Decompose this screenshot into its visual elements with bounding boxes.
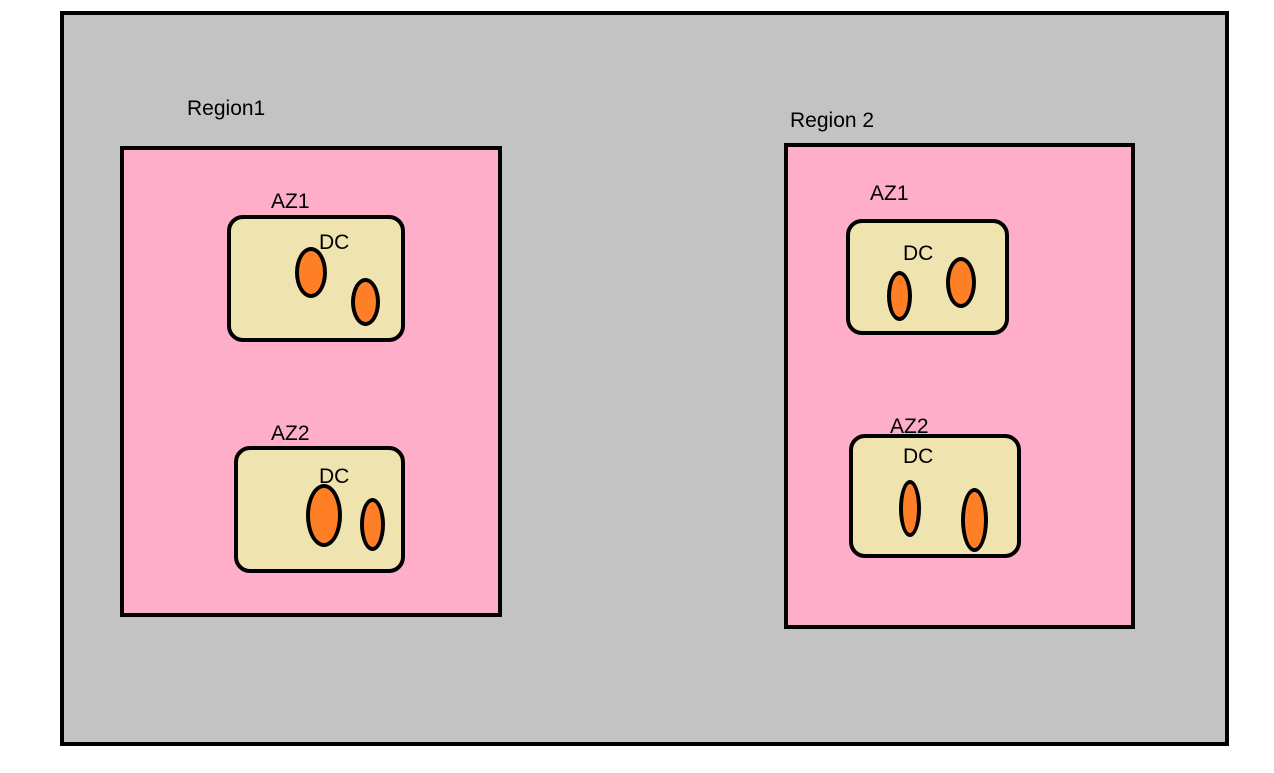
server-node — [360, 498, 385, 551]
az-label: AZ1 — [870, 182, 909, 205]
server-node — [887, 271, 912, 321]
az-label: AZ2 — [271, 422, 310, 445]
availability-zone-box: DC — [846, 219, 1009, 335]
az-label: AZ1 — [271, 190, 310, 213]
dc-label: DC — [903, 445, 934, 468]
server-node — [961, 488, 988, 552]
region-label: Region 2 — [790, 109, 875, 132]
dc-label: DC — [319, 465, 350, 488]
region-label: Region1 — [187, 97, 266, 120]
dc-label: DC — [319, 231, 350, 254]
availability-zone-box: DC — [234, 446, 405, 573]
availability-zone-box: DC — [849, 434, 1021, 558]
server-node — [351, 278, 380, 326]
dc-label: DC — [903, 242, 934, 265]
server-node — [946, 257, 976, 308]
server-node — [899, 480, 921, 537]
server-node — [295, 247, 327, 298]
server-node — [306, 484, 342, 547]
az-label: AZ2 — [890, 415, 929, 438]
availability-zone-box: DC — [227, 215, 405, 342]
